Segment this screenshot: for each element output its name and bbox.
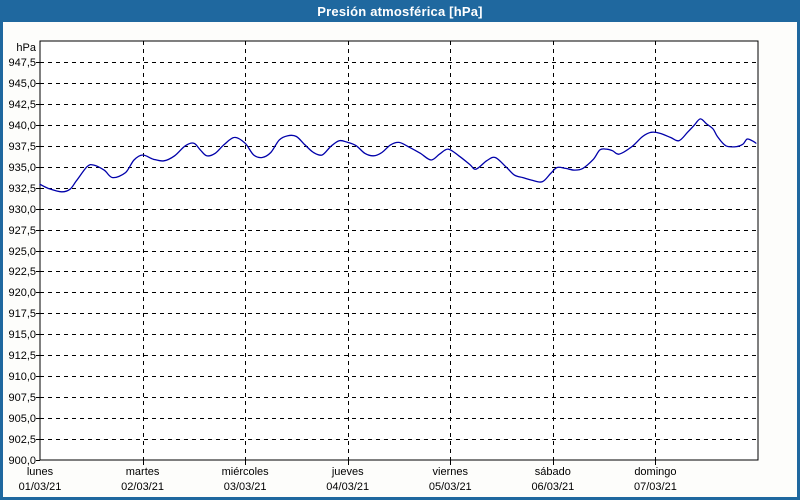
x-date-label: 03/03/21 [224, 481, 267, 493]
y-tick-label: 947,5 [8, 57, 36, 69]
y-tick-label: 930,0 [8, 204, 36, 216]
x-day-label: lunes [27, 466, 54, 478]
y-tick-label: 922,5 [8, 266, 36, 278]
y-tick-label: 912,5 [8, 350, 36, 362]
y-axis-unit-label: hPa [16, 42, 36, 54]
y-tick-label: 907,5 [8, 392, 36, 404]
gridlines [36, 41, 758, 465]
x-date-label: 05/03/21 [429, 481, 472, 493]
x-date-label: 01/03/21 [19, 481, 62, 493]
y-tick-label: 940,0 [8, 120, 36, 132]
axis-labels: 900,0 902,5 905,0 907,5 910,0 912,5 915,0 917,5… [8, 42, 676, 493]
y-tick-label: 902,5 [8, 434, 36, 446]
y-tick-label: 927,5 [8, 225, 36, 237]
title-bar[interactable]: Presión atmosférica [hPa] [0, 0, 800, 22]
x-date-label: 06/03/21 [531, 481, 574, 493]
x-day-label: miércoles [222, 466, 270, 478]
x-day-label: sábado [535, 466, 571, 478]
x-date-label: 07/03/21 [634, 481, 677, 493]
y-tick-label: 945,0 [8, 78, 36, 90]
x-day-label: viernes [433, 466, 469, 478]
y-tick-label: 900,0 [8, 455, 36, 467]
x-day-label: jueves [331, 466, 364, 478]
x-day-label: martes [126, 466, 160, 478]
y-tick-label: 937,5 [8, 141, 36, 153]
x-date-label: 02/03/21 [121, 481, 164, 493]
y-tick-label: 905,0 [8, 413, 36, 425]
y-tick-label: 910,0 [8, 371, 36, 383]
window-title: Presión atmosférica [hPa] [317, 3, 483, 19]
y-tick-label: 915,0 [8, 329, 36, 341]
y-tick-label: 935,0 [8, 162, 36, 174]
y-tick-label: 917,5 [8, 308, 36, 320]
pressure-line [39, 118, 757, 193]
plot-border [39, 40, 759, 461]
x-date-label: 04/03/21 [326, 481, 369, 493]
plot-area [40, 41, 758, 460]
y-tick-label: 920,0 [8, 287, 36, 299]
x-day-label: domingo [634, 466, 676, 478]
y-tick-label: 932,5 [8, 183, 36, 195]
y-tick-label: 942,5 [8, 99, 36, 111]
y-tick-label: 925,0 [8, 246, 36, 258]
